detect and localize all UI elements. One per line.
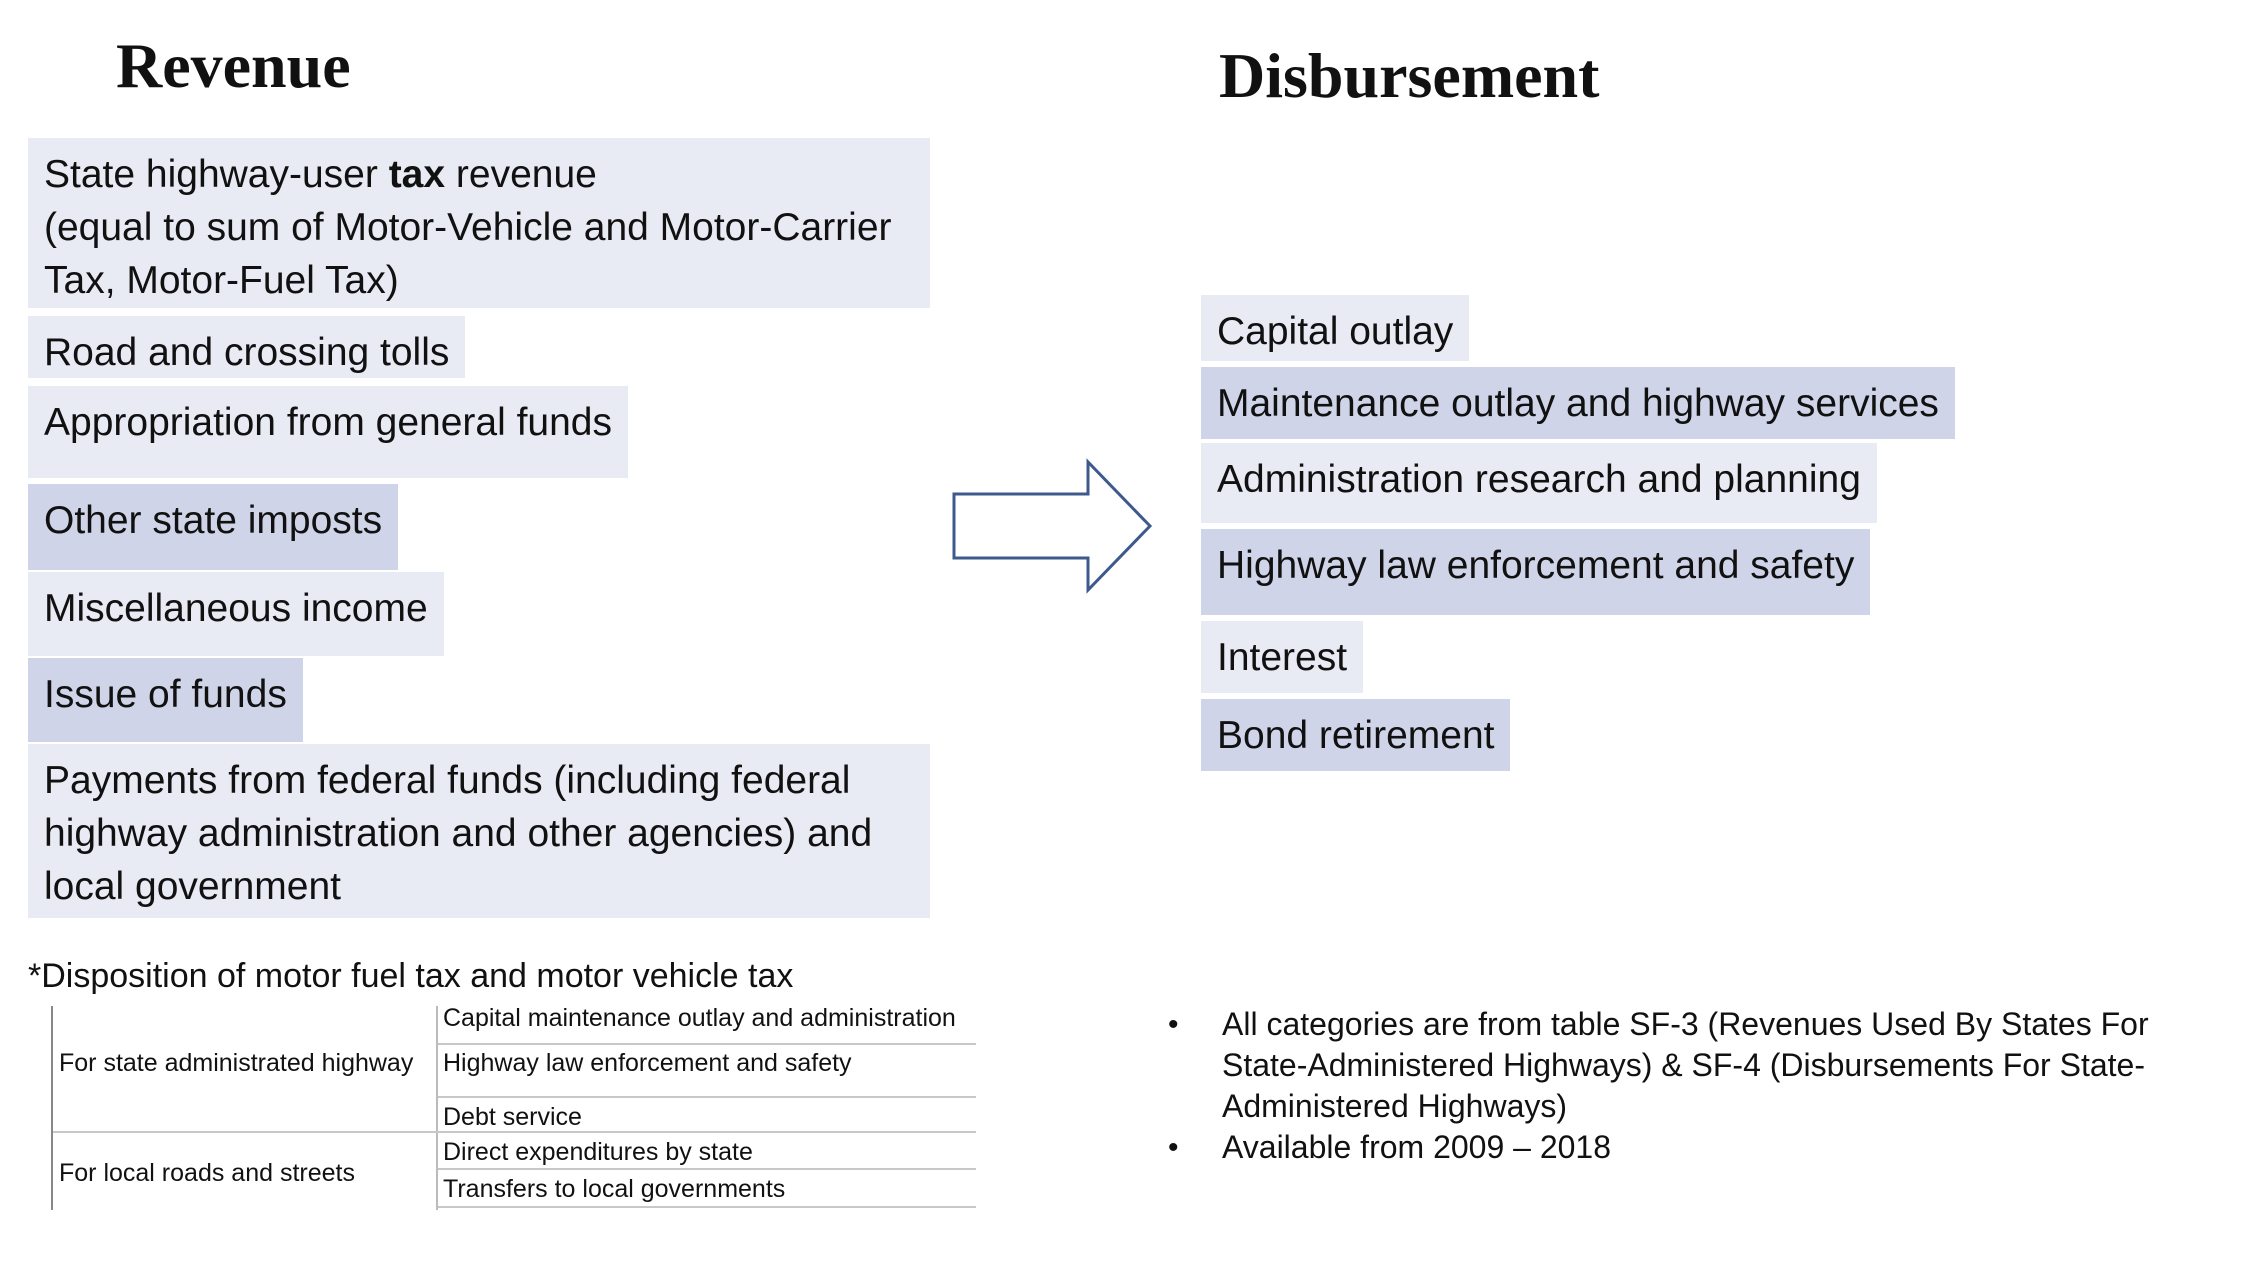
disposition-item: Direct expenditures by state	[443, 1138, 753, 1166]
disbursement-item-label: Interest	[1217, 636, 1348, 679]
disposition-title: *Disposition of motor fuel tax and motor…	[28, 957, 794, 995]
revenue-item-state-highway-user-tax: State highway-user tax revenue (equal to…	[28, 138, 930, 308]
disbursement-item-label: Maintenance outlay and highway services	[1217, 382, 1939, 425]
revenue-item-road-and-crossing-tolls: Road and crossing tolls	[28, 316, 466, 378]
disbursement-list: Capital outlay Maintenance outlay and hi…	[1201, 295, 2121, 777]
revenue-item-subtext: (equal to sum of Motor-Vehicle and Motor…	[44, 206, 892, 302]
table-rule	[438, 1206, 976, 1208]
right-arrow-icon	[952, 458, 1153, 594]
disposition-item: Transfers to local governments	[443, 1175, 786, 1203]
revenue-item-label: Issue of funds	[44, 673, 287, 716]
table-rule	[438, 1168, 976, 1170]
group-label-local-roads: For local roads and streets	[59, 1159, 355, 1187]
disposition-item: Capital maintenance outlay and administr…	[443, 1004, 956, 1032]
disbursement-item-highway-law-enforcement: Highway law enforcement and safety	[1201, 529, 1871, 615]
revenue-item-other-state-imposts: Other state imposts	[28, 484, 399, 570]
disbursement-item-label: Bond retirement	[1217, 714, 1495, 757]
revenue-list: State highway-user tax revenue (equal to…	[28, 138, 930, 918]
revenue-item-label-bold: tax	[388, 153, 446, 196]
group-label-state-highway: For state administrated highway	[59, 1049, 414, 1077]
table-rule	[438, 1043, 976, 1045]
disposition-table: For state administrated highway For loca…	[51, 1004, 976, 1210]
table-rule	[53, 1131, 976, 1133]
table-rule	[438, 1096, 976, 1098]
revenue-item-federal-funds-payments: Payments from federal funds (including f…	[28, 744, 930, 918]
revenue-item-miscellaneous-income: Miscellaneous income	[28, 572, 444, 656]
disbursement-item-interest: Interest	[1201, 621, 1364, 693]
revenue-heading: Revenue	[116, 30, 351, 101]
revenue-item-label-post: revenue	[445, 153, 597, 196]
revenue-item-appropriation-general-funds: Appropriation from general funds	[28, 386, 628, 478]
notes-list: All categories are from table SF-3 (Reve…	[1160, 1004, 2220, 1168]
revenue-item-label-pre: State highway-user	[44, 153, 389, 196]
table-divider	[436, 1006, 438, 1210]
revenue-item-label: Miscellaneous income	[44, 587, 428, 630]
disbursement-heading: Disbursement	[1219, 40, 1600, 111]
disbursement-item-maintenance-outlay: Maintenance outlay and highway services	[1201, 367, 1955, 439]
revenue-item-label: Other state imposts	[44, 499, 383, 542]
disbursement-item-label: Capital outlay	[1217, 310, 1454, 353]
disbursement-item-label: Administration research and planning	[1217, 458, 1861, 501]
revenue-item-label: Appropriation from general funds	[44, 401, 612, 444]
disposition-item: Debt service	[443, 1103, 582, 1131]
revenue-item-issue-of-funds: Issue of funds	[28, 658, 303, 742]
note-item-availability: Available from 2009 – 2018	[1160, 1127, 2220, 1168]
disbursement-item-bond-retirement: Bond retirement	[1201, 699, 1511, 771]
disbursement-item-label: Highway law enforcement and safety	[1217, 544, 1855, 587]
note-item-source: All categories are from table SF-3 (Reve…	[1160, 1004, 2220, 1127]
disposition-item: Highway law enforcement and safety	[443, 1049, 852, 1077]
revenue-item-label: Payments from federal funds (including f…	[44, 759, 873, 908]
revenue-item-label: Road and crossing tolls	[44, 331, 450, 374]
disbursement-item-administration-research: Administration research and planning	[1201, 443, 1877, 523]
disbursement-item-capital-outlay: Capital outlay	[1201, 295, 1470, 361]
